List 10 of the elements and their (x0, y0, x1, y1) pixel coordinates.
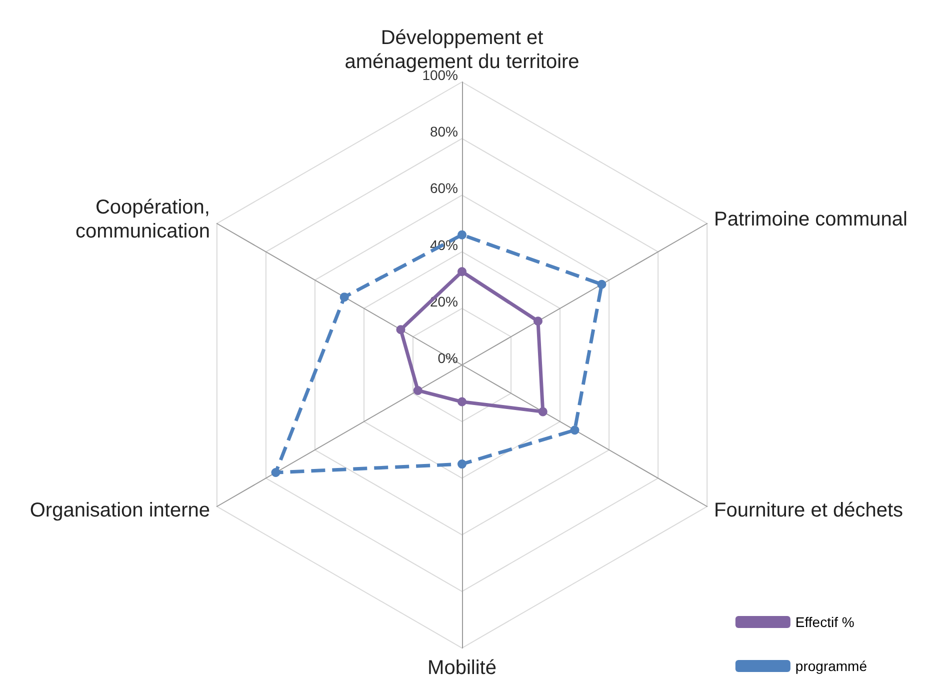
legend-label: programmé (795, 658, 868, 674)
spoke-label: Fourniture et déchets (714, 500, 904, 522)
y-tick-label: 60% (430, 180, 458, 196)
spoke-label: Organisation interne (30, 500, 210, 522)
spoke-label: Coopération, communication (75, 196, 210, 242)
spoke-label: Patrimoine communal (714, 208, 908, 230)
spoke-label: Mobilité (428, 657, 496, 679)
y-tick-label: 80% (430, 124, 458, 140)
legend-label: Effectif % (795, 614, 854, 630)
y-tick-label: 0% (438, 350, 458, 366)
